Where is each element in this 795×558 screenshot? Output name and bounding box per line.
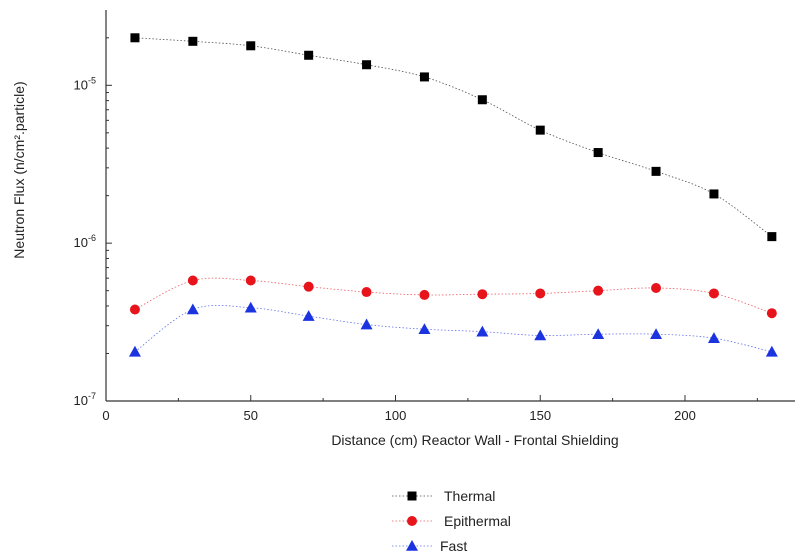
thermal-point [651,166,661,176]
fast-point [360,318,373,330]
fast-point [707,332,720,343]
fast-legend-marker [406,540,418,551]
thermal-legend-label: Thermal [444,488,495,504]
thermal-point [419,72,429,82]
x-tick-label: 100 [385,408,407,423]
fast-point [186,303,199,315]
thermal-point [593,148,603,158]
x-axis-ticks: 0 50 100 150 200 [102,395,758,423]
thermal-point [477,95,487,105]
epithermal-point [361,287,372,298]
thermal-point [362,60,372,70]
y-axis-title: Neutron Flux (n/cm².particle) [11,81,27,258]
plot-frame [105,10,795,402]
thermal-point [246,41,256,51]
epithermal-point [303,281,314,292]
x-tick-label: 150 [529,408,551,423]
epithermal-point [477,289,488,300]
thermal-point [709,189,719,199]
fast-point [650,328,663,339]
fast-point [418,323,431,335]
epithermal-point [129,304,140,315]
thermal-point [188,36,198,46]
series-layer [128,33,778,357]
fast-point [244,301,257,313]
y-tick-label: 10-7 [74,391,96,408]
thermal-point [130,33,140,43]
epithermal-point [245,275,256,286]
thermal-point [304,50,314,60]
fast-point [765,345,778,357]
epithermal-point [419,289,430,300]
fast-point [534,329,547,341]
thermal-point [535,125,545,135]
epithermal-legend-label: Epithermal [444,513,511,529]
epithermal-point [535,288,546,299]
epithermal-point [651,282,662,293]
fast-point [302,310,315,321]
fast-point [592,328,605,339]
epithermal-series-line [134,277,772,314]
y-tick-label: 10-5 [74,75,96,92]
y-axis-ticks: 10-7 10-6 10-5 [74,37,112,408]
thermal-series-line [134,37,773,237]
epithermal-legend-marker [407,516,417,526]
fast-legend-label: Fast [440,538,467,554]
thermal-legend-marker [407,491,417,501]
thermal-point [767,232,777,242]
x-tick-label: 200 [674,408,696,423]
x-axis-title: Distance (cm) Reactor Wall - Frontal Shi… [331,432,618,448]
fast-point [128,345,141,357]
epithermal-point [593,285,604,296]
epithermal-point [187,275,198,286]
x-tick-label: 0 [102,408,109,423]
fast-series-line [134,305,772,353]
epithermal-point [708,288,719,299]
epithermal-point [766,308,777,319]
legend: Thermal Epithermal Fast [392,488,511,554]
x-tick-label: 50 [244,408,258,423]
y-tick-label: 10-6 [74,233,96,250]
fast-point [476,325,489,337]
